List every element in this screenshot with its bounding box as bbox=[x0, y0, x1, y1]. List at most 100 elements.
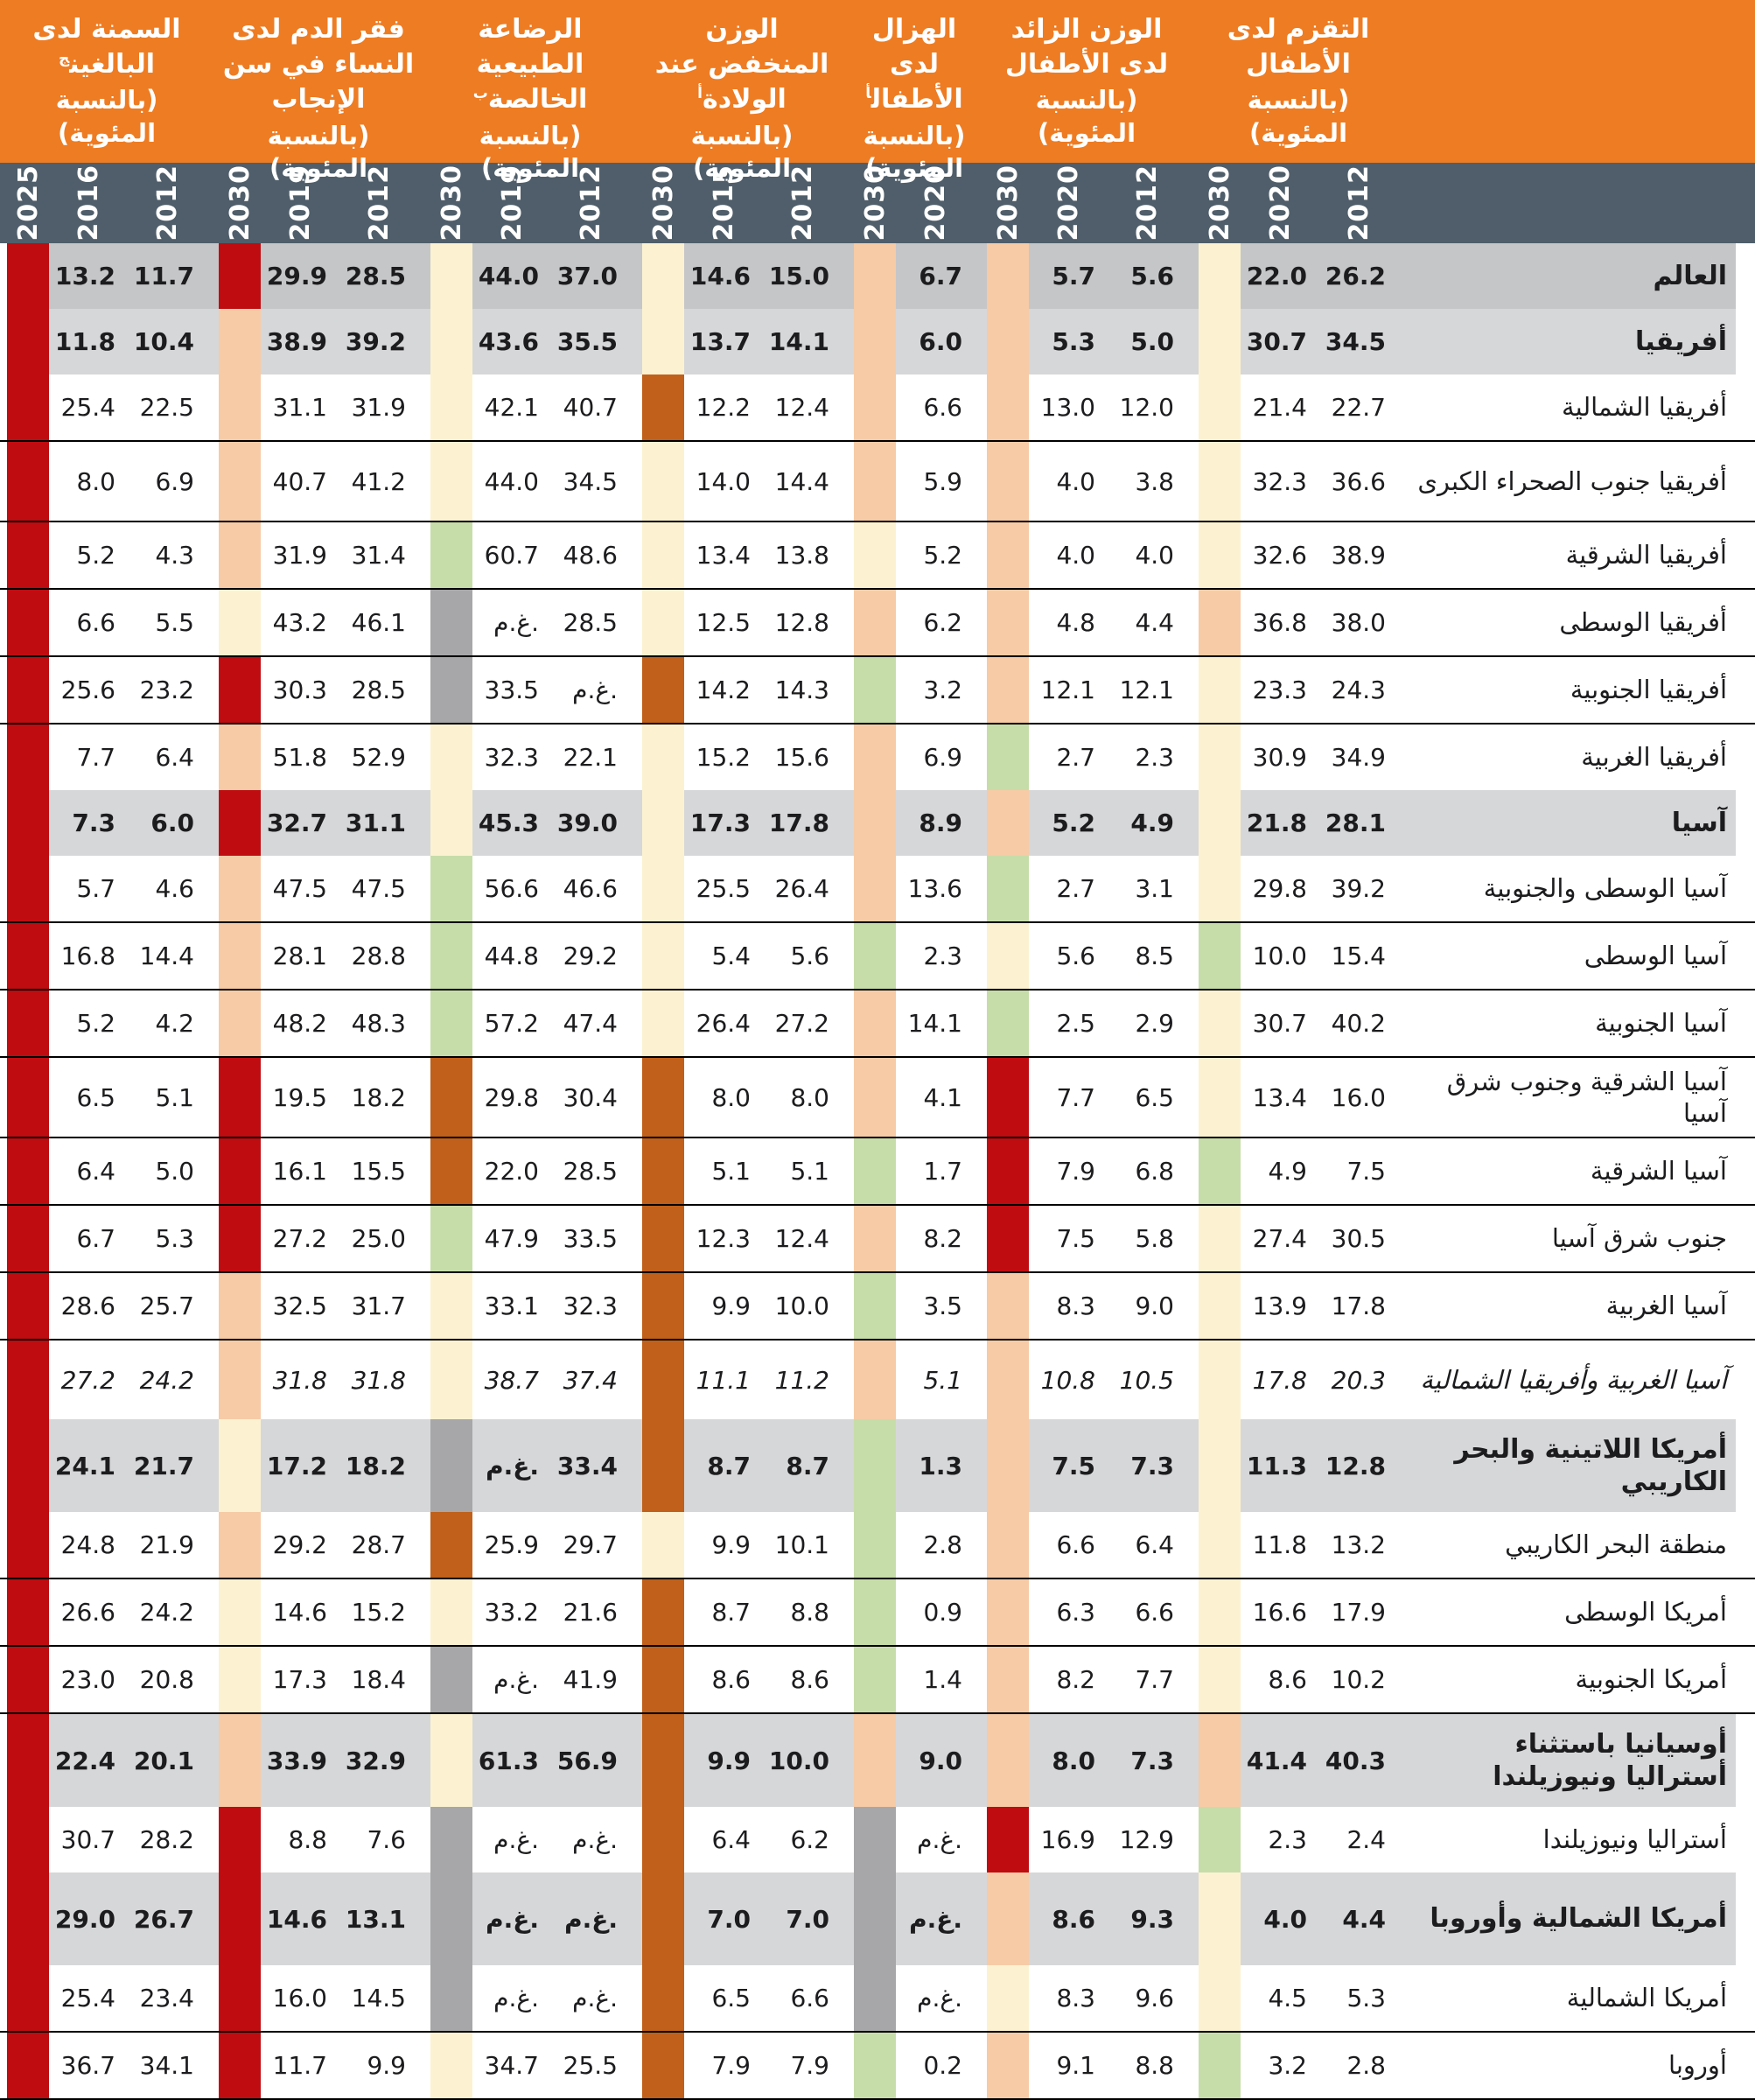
region-label: أفريقيا جنوب الصحراء الكبرى bbox=[1417, 466, 1727, 496]
wasting-in-children-target-stripe bbox=[854, 1273, 896, 1339]
wasting-in-children-value: 6.2 bbox=[923, 608, 962, 637]
low-birthweight-value: 13.4 bbox=[696, 541, 751, 570]
anaemia-in-women-target-stripe bbox=[219, 1340, 261, 1419]
anaemia-in-women-value: 31.9 bbox=[351, 393, 406, 422]
region-label: أمريكا اللاتينية والبحر الكاريبي bbox=[1454, 1433, 1727, 1498]
year-cell-exclusive-breastfeeding: 2030 bbox=[430, 163, 472, 243]
stunting-in-children-value: 20.3 bbox=[1331, 1365, 1386, 1395]
overweight-in-children-value: 10.8 bbox=[1040, 1365, 1095, 1395]
table-row: 13.2 11.7 29.9 28.5 44.0 37.0 14.6 15.0 6.7 5.7 5.… bbox=[0, 243, 1755, 309]
stunting-in-children-value: 10.2 bbox=[1331, 1665, 1386, 1694]
year-label: 2030 bbox=[224, 164, 255, 242]
anaemia-in-women-target-stripe bbox=[219, 243, 261, 309]
exclusive-breastfeeding-value: غ.م. bbox=[493, 1984, 539, 2012]
obesity-in-adults-target-stripe bbox=[7, 522, 49, 588]
exclusive-breastfeeding-target-stripe bbox=[430, 309, 472, 374]
anaemia-in-women-value: 28.5 bbox=[345, 262, 406, 290]
region-label: العالم bbox=[1653, 260, 1727, 291]
overweight-in-children-value: 7.7 bbox=[1056, 1082, 1095, 1112]
obesity-in-adults-target-stripe bbox=[7, 1206, 49, 1271]
column-group-title: الوزن المنخفض عند الولادةأ bbox=[642, 12, 842, 118]
column-group-title-text: الوزن الزائد لدى الأطفال bbox=[1004, 14, 1169, 80]
low-birthweight-value: 6.5 bbox=[711, 1984, 751, 2012]
low-birthweight-target-stripe bbox=[642, 856, 684, 921]
stunting-in-children-value: 30.5 bbox=[1331, 1224, 1386, 1253]
exclusive-breastfeeding-value: 22.0 bbox=[484, 1157, 539, 1186]
exclusive-breastfeeding-target-stripe bbox=[430, 657, 472, 723]
low-birthweight-target-stripe bbox=[642, 442, 684, 521]
obesity-in-adults-target-stripe bbox=[7, 1647, 49, 1712]
obesity-in-adults-value: 28.6 bbox=[60, 1292, 115, 1320]
stunting-in-children-value: 13.9 bbox=[1252, 1292, 1307, 1320]
overweight-in-children-value: 4.0 bbox=[1056, 466, 1095, 496]
low-birthweight-value: 14.0 bbox=[696, 466, 751, 496]
anaemia-in-women-value: 14.5 bbox=[351, 1984, 406, 2012]
anaemia-in-women-target-stripe bbox=[219, 1058, 261, 1137]
obesity-in-adults-value: 25.4 bbox=[60, 1984, 115, 2012]
low-birthweight-target-stripe bbox=[642, 1714, 684, 1807]
low-birthweight-target-stripe bbox=[642, 1647, 684, 1712]
column-group-title-text: الهزال لدى الأطفال bbox=[871, 14, 963, 116]
exclusive-breastfeeding-value: 33.5 bbox=[563, 1224, 618, 1253]
obesity-in-adults-value: 25.4 bbox=[60, 393, 115, 422]
obesity-in-adults-value: 5.0 bbox=[155, 1157, 194, 1186]
year-label: 2030 bbox=[992, 164, 1024, 242]
wasting-in-children-value: 5.2 bbox=[923, 541, 962, 570]
exclusive-breastfeeding-value: 47.9 bbox=[484, 1224, 539, 1253]
stunting-in-children-value: 30.9 bbox=[1252, 743, 1307, 772]
exclusive-breastfeeding-target-stripe bbox=[430, 1273, 472, 1339]
low-birthweight-target-stripe bbox=[642, 2033, 684, 2098]
obesity-in-adults-value: 13.2 bbox=[54, 262, 115, 290]
exclusive-breastfeeding-value: 61.3 bbox=[478, 1746, 539, 1775]
anaemia-in-women-value: 17.2 bbox=[266, 1451, 327, 1480]
overweight-in-children-value: 7.9 bbox=[1056, 1157, 1095, 1186]
wasting-in-children-target-stripe bbox=[854, 657, 896, 723]
stunting-in-children-value: 38.0 bbox=[1331, 608, 1386, 637]
obesity-in-adults-value: 5.7 bbox=[76, 874, 115, 903]
exclusive-breastfeeding-value: 60.7 bbox=[484, 541, 539, 570]
exclusive-breastfeeding-value: 38.7 bbox=[484, 1365, 539, 1395]
anaemia-in-women-target-stripe bbox=[219, 2033, 261, 2098]
overweight-in-children-value: 6.6 bbox=[1056, 1530, 1095, 1559]
stunting-in-children-value: 34.9 bbox=[1331, 743, 1386, 772]
region-label: آسيا الغربية bbox=[1605, 1291, 1727, 1321]
year-cell-obesity-in-adults: 2025 bbox=[7, 163, 49, 243]
wasting-in-children-value: 4.1 bbox=[923, 1082, 962, 1112]
exclusive-breastfeeding-value: 35.5 bbox=[556, 327, 618, 356]
anaemia-in-women-value: 32.9 bbox=[345, 1746, 406, 1775]
wasting-in-children-target-stripe bbox=[854, 1579, 896, 1645]
stunting-in-children-value: 22.7 bbox=[1331, 393, 1386, 422]
anaemia-in-women-value: 29.9 bbox=[266, 262, 327, 290]
stunting-in-children-value: 32.3 bbox=[1252, 466, 1307, 496]
overweight-in-children-value: 7.7 bbox=[1135, 1665, 1174, 1694]
obesity-in-adults-value: 26.7 bbox=[133, 1904, 194, 1934]
overweight-in-children-target-stripe bbox=[987, 790, 1029, 856]
column-group-title: السمنة لدى البالغينج bbox=[7, 12, 206, 82]
wasting-in-children-value: 14.1 bbox=[907, 1009, 962, 1038]
exclusive-breastfeeding-value: 32.3 bbox=[563, 1292, 618, 1320]
overweight-in-children-value: 12.0 bbox=[1119, 393, 1174, 422]
obesity-in-adults-target-stripe bbox=[7, 243, 49, 309]
overweight-in-children-value: 2.3 bbox=[1135, 743, 1174, 772]
low-birthweight-value: 15.2 bbox=[696, 743, 751, 772]
exclusive-breastfeeding-value: 41.9 bbox=[563, 1665, 618, 1694]
year-cell-exclusive-breastfeeding: 2012 bbox=[551, 163, 630, 243]
obesity-in-adults-value: 20.1 bbox=[133, 1746, 194, 1775]
exclusive-breastfeeding-value: غ.م. bbox=[572, 676, 618, 704]
column-group-exclusive-breastfeeding: الرضاعة الطبيعية الخالصةب (بالنسبة المئوي… bbox=[430, 12, 630, 186]
table-row: 22.4 20.1 33.9 32.9 61.3 56.9 9.9 10.0 9.0 8.0 7.3… bbox=[0, 1712, 1755, 1807]
anaemia-in-women-value: 25.0 bbox=[351, 1224, 406, 1253]
obesity-in-adults-value: 23.4 bbox=[139, 1984, 194, 2012]
year-cell-obesity-in-adults: 2016 bbox=[49, 163, 128, 243]
overweight-in-children-value: 5.0 bbox=[1130, 327, 1174, 356]
year-label: 2012 bbox=[1131, 164, 1163, 242]
overweight-in-children-value: 9.3 bbox=[1130, 1904, 1174, 1934]
low-birthweight-value: 11.1 bbox=[696, 1365, 751, 1395]
obesity-in-adults-value: 24.8 bbox=[60, 1530, 115, 1559]
stunting-in-children-target-stripe bbox=[1199, 1138, 1241, 1204]
overweight-in-children-target-stripe bbox=[987, 1512, 1029, 1578]
wasting-in-children-value: 8.9 bbox=[919, 808, 962, 837]
obesity-in-adults-value: 6.4 bbox=[76, 1157, 115, 1186]
column-group-unit: (بالنسبة المئوية) bbox=[690, 120, 794, 184]
